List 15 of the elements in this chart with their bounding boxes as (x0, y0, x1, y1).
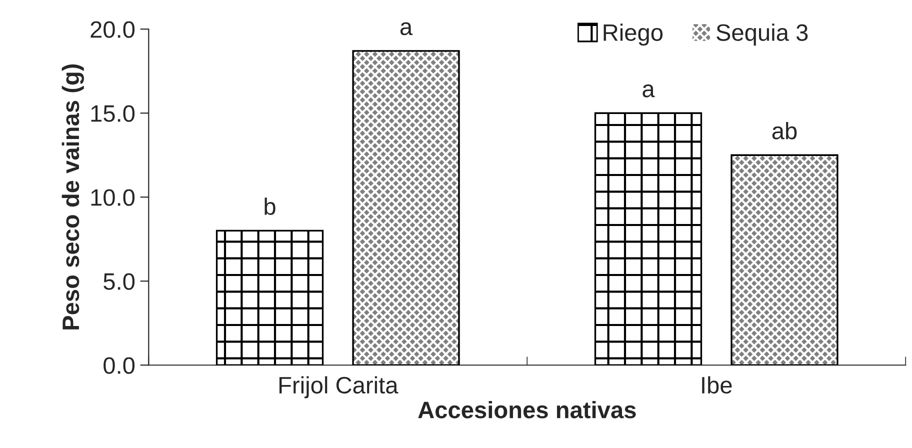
data-label: b (264, 198, 276, 215)
y-tick-label: 20.0 (90, 21, 135, 38)
data-label: ab (772, 122, 797, 140)
y-axis-title: Peso seco de vainas (g) (62, 64, 84, 330)
y-tick-label: 0.0 (104, 357, 135, 374)
data-label: a (642, 84, 655, 98)
x-axis-title: Accesiones nativas (418, 401, 636, 418)
x-tick-label: Ibe (702, 376, 732, 394)
y-tick-label: 15.0 (91, 105, 135, 122)
data-label: a (400, 22, 413, 36)
x-tick-label: Frijol Carita (279, 376, 398, 398)
legend-label: Riego (604, 24, 663, 46)
y-tick-label: 5.0 (104, 273, 135, 290)
legend-label: Sequia 3 (716, 24, 808, 46)
y-tick-label: 10.0 (91, 189, 135, 206)
